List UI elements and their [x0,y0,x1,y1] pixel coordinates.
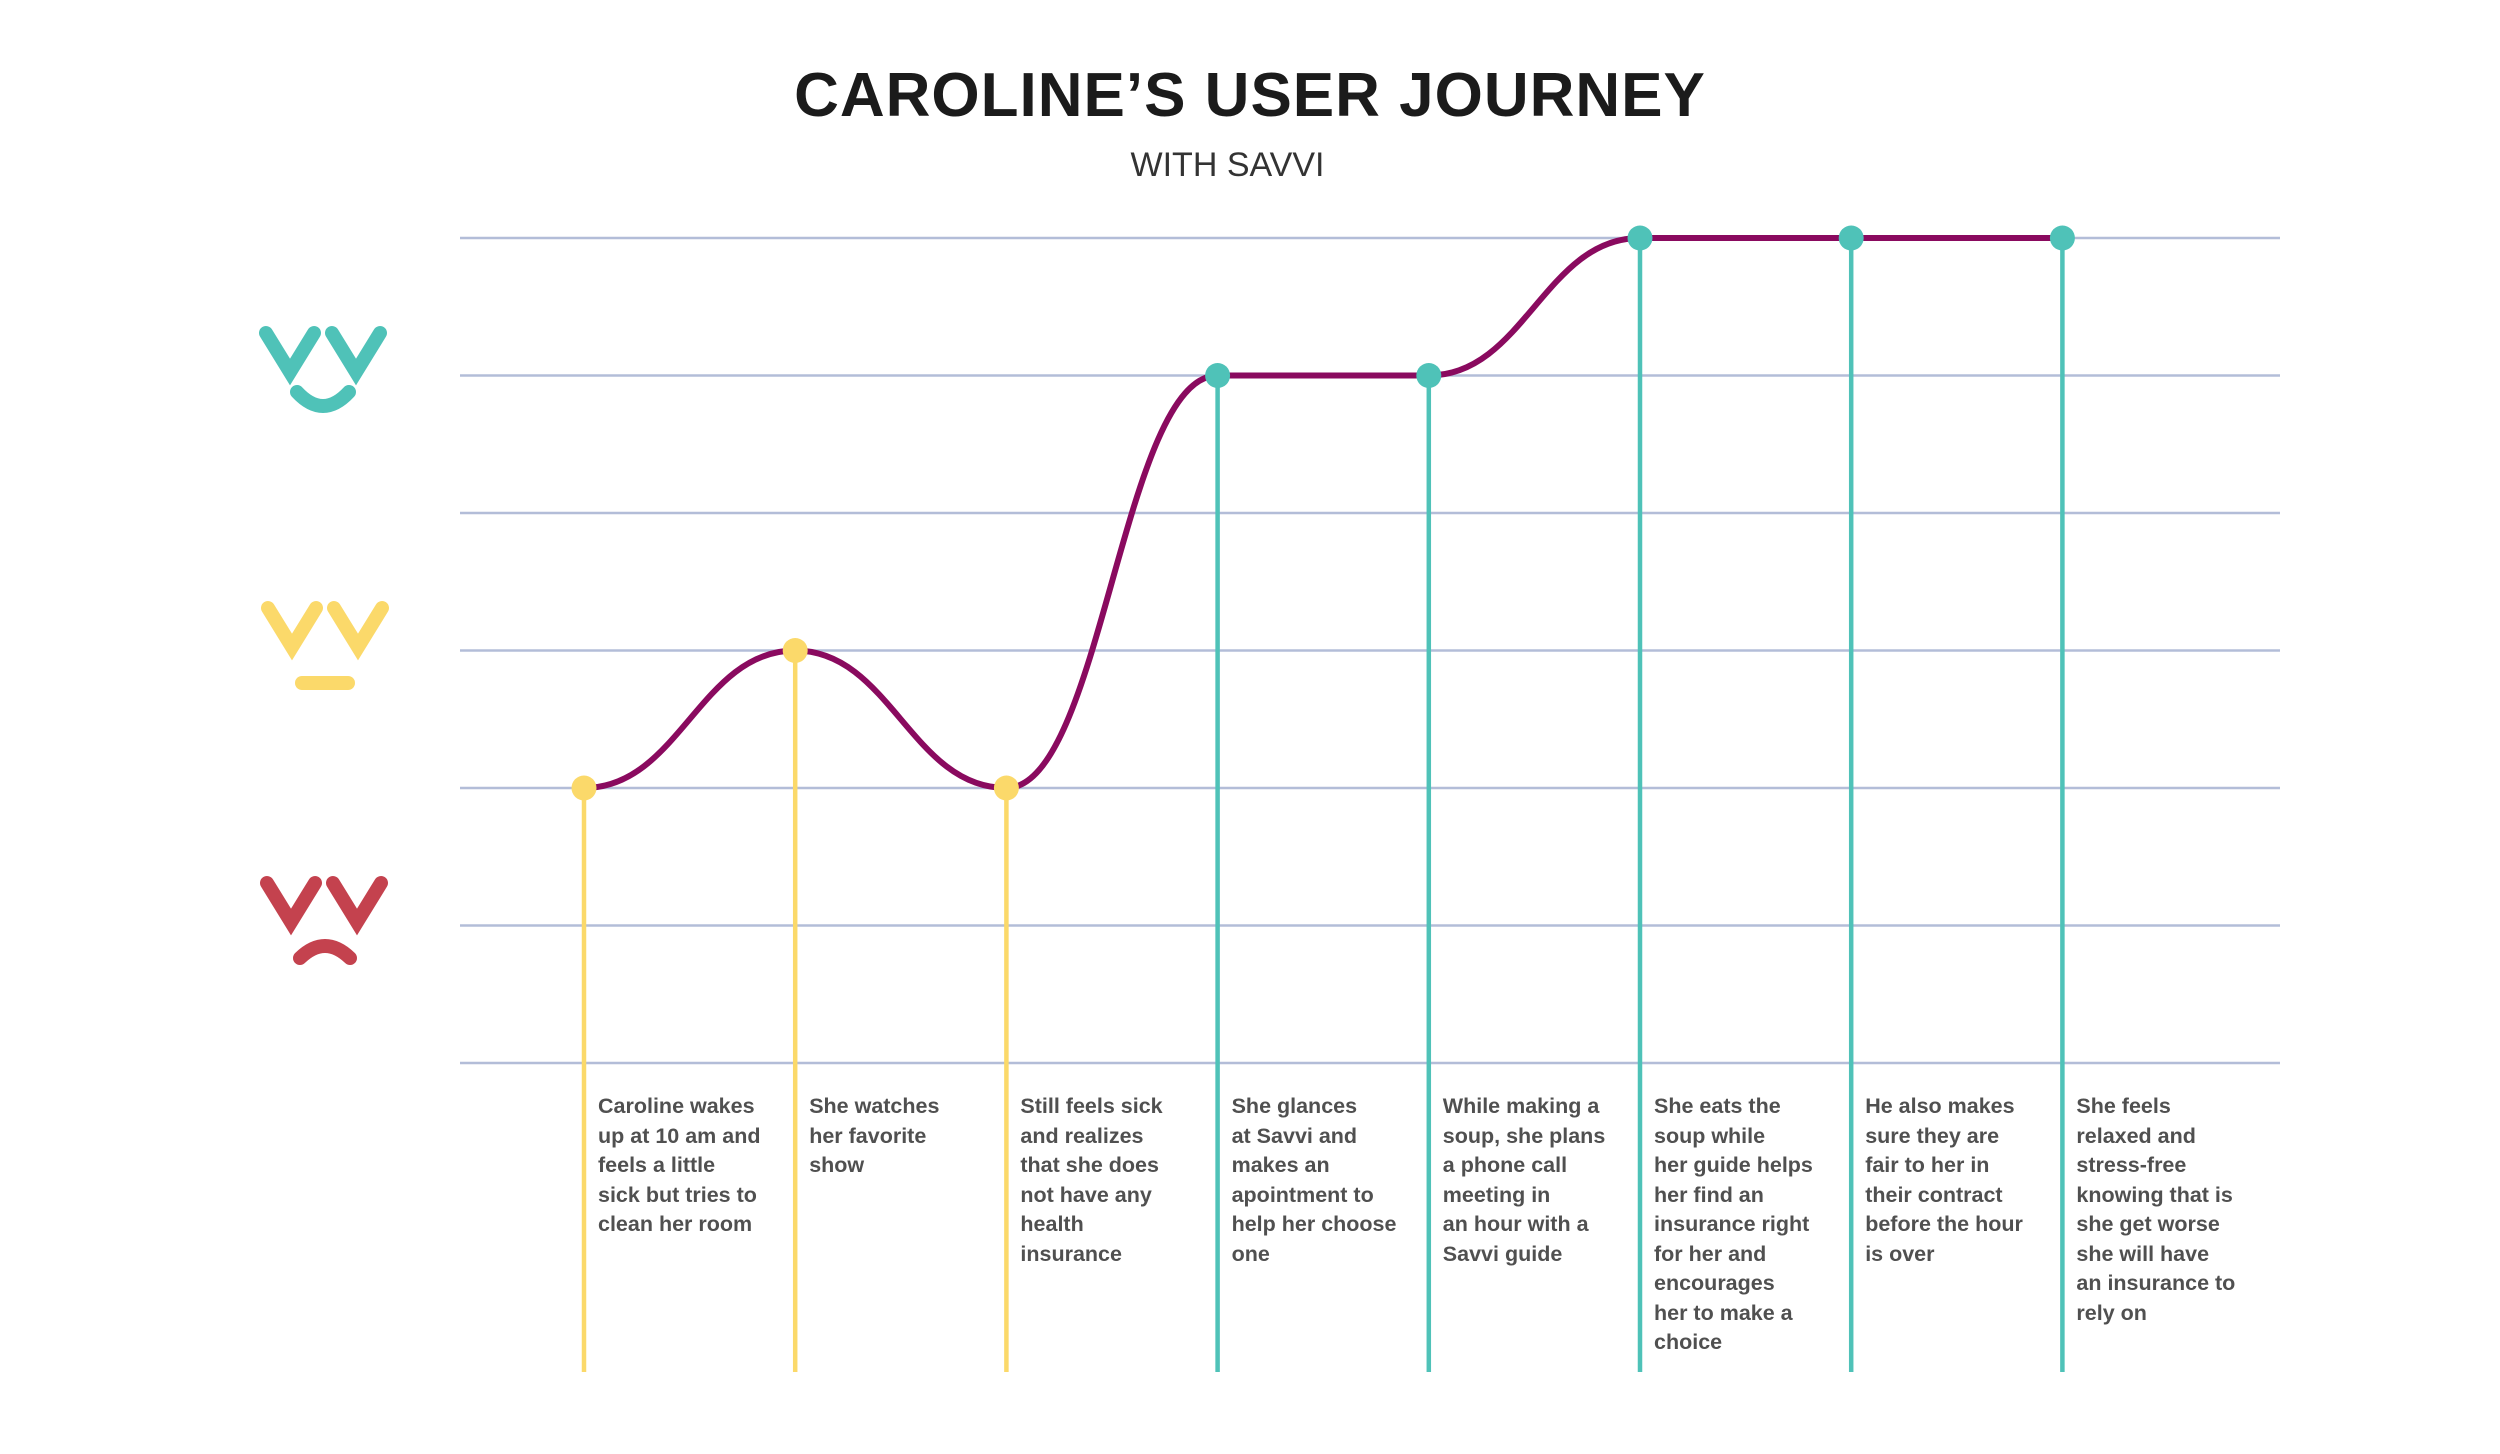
step-caption: He also makes sure they are fair to her … [1865,1094,2023,1266]
step-caption: She feels relaxed and stress-free knowin… [2076,1094,2236,1325]
sad-face-icon [260,876,388,965]
step-point [1838,225,1864,251]
page-subtitle: WITH SAVVI [1130,146,1325,184]
step-caption: While making a soup, she plans a phone c… [1442,1094,1606,1266]
step-caption: She watches her favorite show [809,1094,940,1177]
step-point [2049,225,2075,251]
step-point [993,775,1019,801]
step-point [782,638,808,663]
step-point [1205,363,1231,388]
step-point [571,775,597,801]
step-caption: She eats the soup while her guide helps … [1654,1094,1813,1354]
grid-lines [460,236,2280,1065]
happy-face-icon [259,326,387,413]
page-title: CAROLINE’S USER JOURNEY [794,61,1706,130]
step-point [1627,225,1653,251]
step-caption: She glances at Savvi and makes an apoint… [1231,1094,1397,1266]
step-caption: Caroline wakes up at 10 am and feels a l… [598,1094,761,1236]
step-caption: Still feels sick and realizes that she d… [1020,1094,1163,1266]
step-point [1416,363,1442,388]
step-stems [581,238,2065,1372]
neutral-face-icon [261,601,389,690]
step-points [571,225,2075,801]
